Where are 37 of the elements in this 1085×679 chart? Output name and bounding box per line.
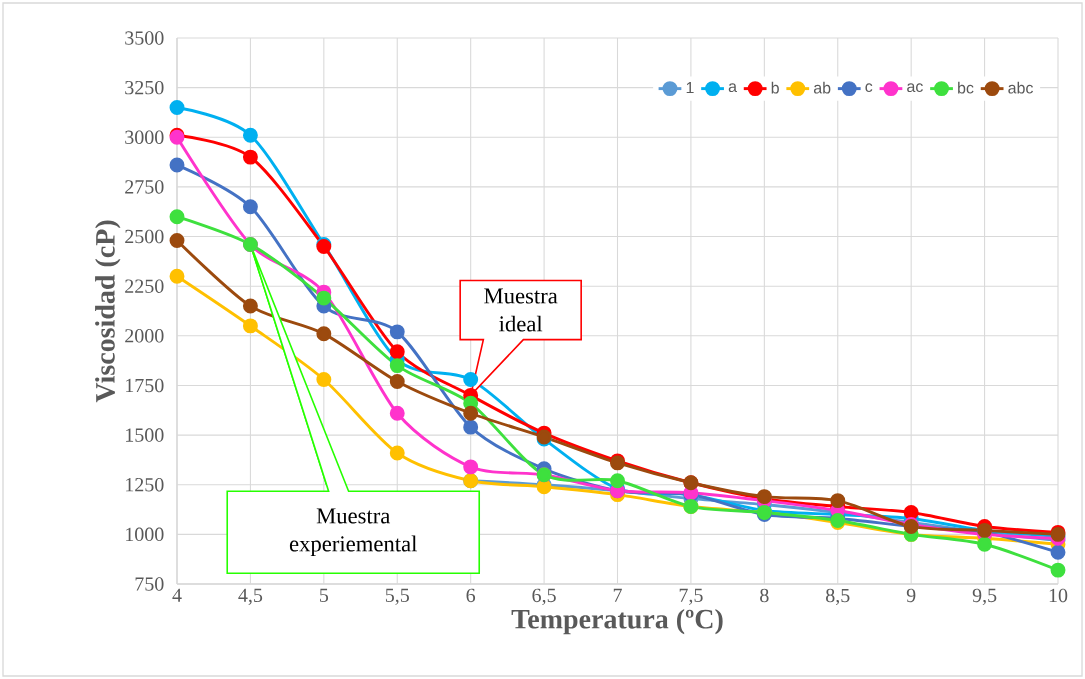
y-tick-label: 1750: [126, 378, 164, 393]
x-tick-label: 8,5: [826, 588, 850, 606]
x-tick-label: 8: [760, 588, 769, 603]
x-tick-label: 10: [1049, 588, 1068, 603]
x-tick-label: 9,5: [972, 588, 997, 606]
y-tick-label: 2750: [125, 180, 164, 194]
x-tick-label: 7,5: [679, 588, 703, 605]
y-tick-label: 3000: [125, 130, 164, 145]
y-axis-title: Viscosidad (cP): [95, 220, 121, 403]
legend-label: bc: [958, 81, 974, 94]
y-tick-label: 1500: [126, 428, 164, 442]
y-tick-label: 1000: [126, 527, 164, 542]
x-tick-label: 9: [906, 588, 916, 603]
legend-label: abc: [1008, 81, 1034, 94]
x-tick-label: 5: [320, 588, 329, 602]
x-tick-label: 7: [613, 588, 622, 602]
y-tick-label: 2250: [125, 279, 164, 293]
x-tick-label: 6,5: [532, 588, 556, 606]
x-axis-title: Temperatura (ºC): [511, 608, 723, 635]
legend-label: b: [771, 81, 779, 94]
y-tick-label: 3250: [125, 80, 164, 95]
x-tick-label: 6: [466, 588, 476, 603]
legend-label: ab: [813, 81, 831, 94]
legend-label: 1: [686, 82, 694, 94]
x-tick-label: 4,5: [238, 588, 263, 605]
legend-label: c: [865, 83, 873, 93]
y-tick-label: 3500: [125, 31, 164, 45]
y-tick-label: 2500: [125, 229, 164, 244]
legend-label: ac: [907, 83, 923, 93]
y-tick-label: 2000: [125, 329, 164, 343]
x-tick-label: 4: [172, 588, 182, 602]
legend-label: a: [728, 83, 737, 93]
annotation: Muestra ideal: [484, 288, 558, 332]
x-tick-label: 5,5: [385, 588, 409, 605]
y-tick-label: 1250: [126, 477, 164, 492]
y-tick-label: 750: [135, 577, 164, 591]
annotation: Muestra experiemental: [289, 508, 417, 557]
